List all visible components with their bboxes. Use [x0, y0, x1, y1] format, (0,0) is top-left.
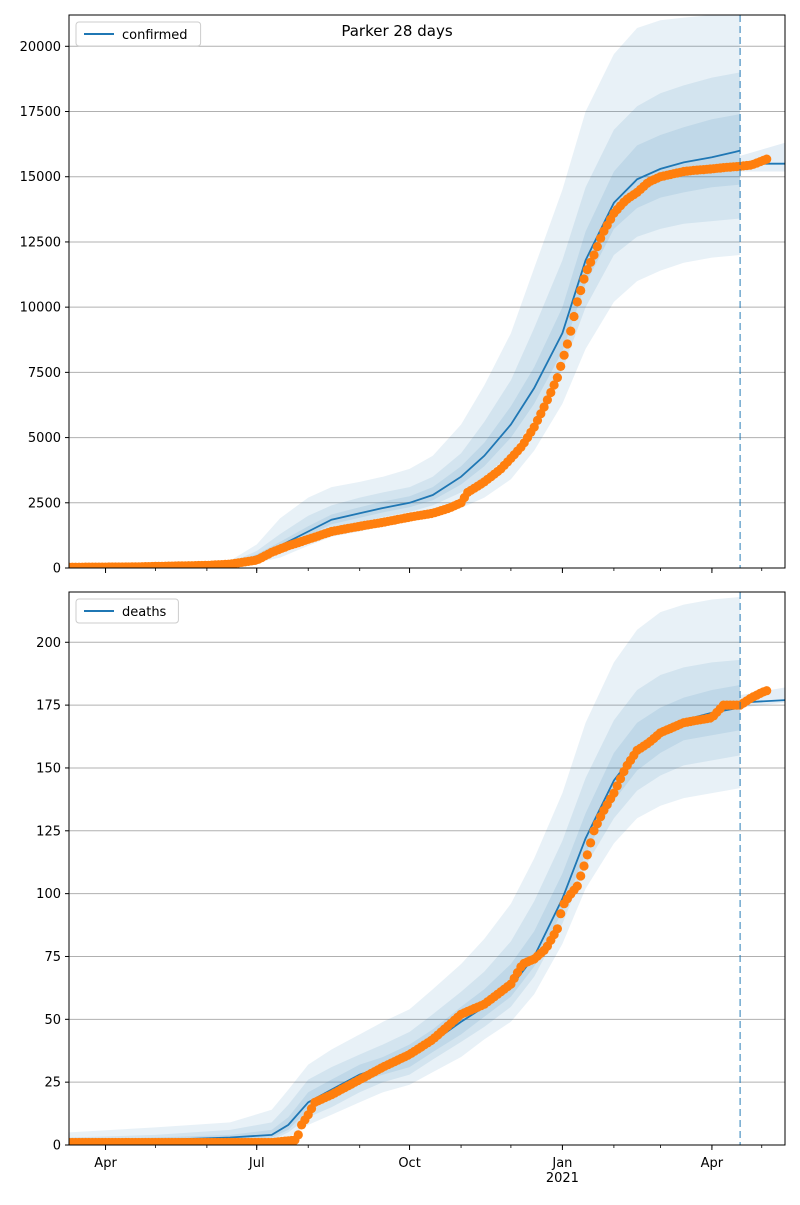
figure-title: Parker 28 days — [341, 22, 452, 40]
y-tick-label: 75 — [44, 950, 61, 965]
observed-point — [572, 297, 582, 307]
observed-point — [576, 285, 586, 296]
confirmed-panel: 0 2500 5000 7500 10000 12500 15000 17500 20000 co… — [20, 14, 786, 577]
y-tick-label: 20000 — [20, 40, 61, 55]
y-tick-label: 15000 — [20, 170, 61, 185]
y-tick-label: 175 — [36, 699, 61, 714]
x-tick-label: Jul — [248, 1156, 265, 1171]
observed-point — [572, 881, 582, 891]
observed-point — [612, 781, 622, 791]
plot-area — [69, 15, 785, 568]
axes-frame — [68, 591, 786, 1146]
observed-point — [586, 838, 596, 848]
y-tick-label: 125 — [36, 824, 61, 839]
y-tick-label: 2500 — [28, 496, 61, 511]
x-tick-label: Apr — [701, 1156, 724, 1171]
y-tick-label: 200 — [36, 636, 61, 651]
y-tick-label: 12500 — [20, 235, 61, 250]
observed-point — [576, 871, 586, 881]
axes-frame — [68, 14, 786, 569]
observed-point — [546, 387, 556, 398]
confidence-band — [69, 114, 741, 568]
observed-point — [762, 154, 772, 164]
plot-area — [69, 597, 785, 1145]
observed-point — [596, 233, 606, 243]
x-axis: Apr Jul Oct Jan Apr 2021 — [94, 1156, 724, 1186]
observed-point — [552, 924, 563, 934]
observed-point — [615, 774, 626, 784]
x-tick-label: Oct — [398, 1156, 420, 1171]
y-tick-label: 17500 — [20, 105, 61, 120]
observed-point — [562, 339, 573, 349]
y-tick-label: 150 — [36, 761, 61, 776]
confidence-band — [69, 72, 741, 568]
legend: confirmed — [75, 21, 202, 47]
observed-point — [592, 819, 602, 829]
observed-point — [549, 380, 559, 390]
observed-point — [579, 274, 589, 284]
x-tick-label: Jan — [551, 1156, 572, 1171]
observed-point — [556, 909, 566, 919]
confidence-band — [69, 15, 741, 568]
deaths-panel: 0 25 50 75 100 125 150 175 200 deaths — [36, 591, 786, 1154]
observed-point — [762, 686, 772, 696]
y-tick-label: 0 — [53, 562, 61, 577]
legend-box — [75, 598, 179, 624]
legend-box — [75, 21, 202, 47]
observed-point — [582, 850, 592, 860]
observed-point — [556, 361, 566, 371]
legend-label: deaths — [122, 605, 167, 620]
observed-point — [609, 788, 619, 798]
legend-label: confirmed — [122, 28, 188, 43]
model-line — [69, 149, 741, 568]
observed-point — [552, 373, 563, 383]
y-tick-label: 50 — [44, 1013, 61, 1028]
observed-point — [586, 257, 596, 267]
x-tick-label: Apr — [94, 1156, 117, 1171]
observed-point — [539, 402, 549, 412]
x-year-label: 2021 — [546, 1171, 579, 1186]
y-tick-label: 0 — [53, 1139, 61, 1154]
observed-point — [559, 350, 569, 360]
confidence-band — [69, 659, 741, 1145]
observed-point — [589, 826, 599, 836]
confidence-band — [69, 597, 741, 1145]
observed-point — [592, 242, 602, 252]
observed-point — [582, 265, 592, 275]
y-tick-label: 25 — [44, 1076, 61, 1091]
observed-point — [542, 395, 553, 405]
y-tick-label: 100 — [36, 887, 61, 902]
y-tick-label: 10000 — [20, 301, 61, 316]
observed-point — [569, 311, 579, 322]
y-tick-label: 5000 — [28, 431, 61, 446]
observed-point — [589, 250, 599, 260]
observed-point — [579, 861, 589, 871]
observed-point — [293, 1130, 303, 1140]
legend: deaths — [75, 598, 179, 624]
y-tick-label: 7500 — [28, 366, 61, 381]
observed-point — [566, 326, 576, 336]
